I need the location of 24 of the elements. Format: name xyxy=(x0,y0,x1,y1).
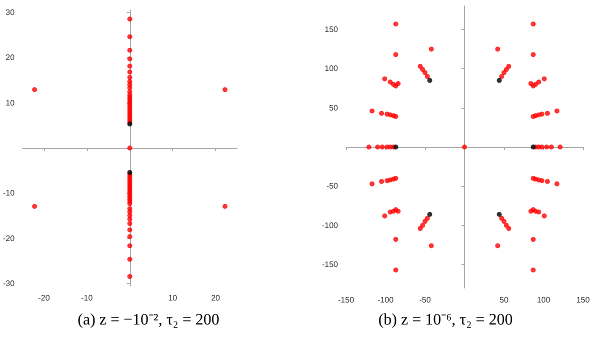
x-tick-label: -10 xyxy=(81,294,94,302)
y-tick-label: 20 xyxy=(6,53,16,62)
x-tick-label: 10 xyxy=(168,294,178,302)
y-tick-label: -10 xyxy=(3,188,16,198)
y-tick-label: 10 xyxy=(6,98,16,108)
y-tick-label: 50 xyxy=(329,103,339,112)
x-tick-label: -100 xyxy=(377,296,394,304)
x-tick-label: 150 xyxy=(576,296,590,304)
text: (b) z = 10⁻⁶, τ₂ = 200 xyxy=(378,312,513,328)
text: (a) z = −10⁻², τ₂ = 200 xyxy=(78,312,220,328)
y-tick-label: -20 xyxy=(3,234,16,243)
y-tick-label: 150 xyxy=(324,25,339,34)
y-tick-label: 100 xyxy=(324,64,339,74)
x-tick-label: 50 xyxy=(500,296,509,304)
x-tick-label: -20 xyxy=(38,294,50,302)
y-tick-label: -100 xyxy=(322,220,339,230)
x-tick-label: 20 xyxy=(211,294,221,302)
y-tick-label: -30 xyxy=(3,279,16,288)
y-tick-label: -50 xyxy=(326,182,339,191)
y-tick-label: -150 xyxy=(322,260,339,269)
x-tick-label: -150 xyxy=(338,296,355,304)
x-tick-label: 100 xyxy=(536,296,551,304)
y-tick-label: 30 xyxy=(6,8,16,17)
x-tick-label: -50 xyxy=(419,296,432,304)
